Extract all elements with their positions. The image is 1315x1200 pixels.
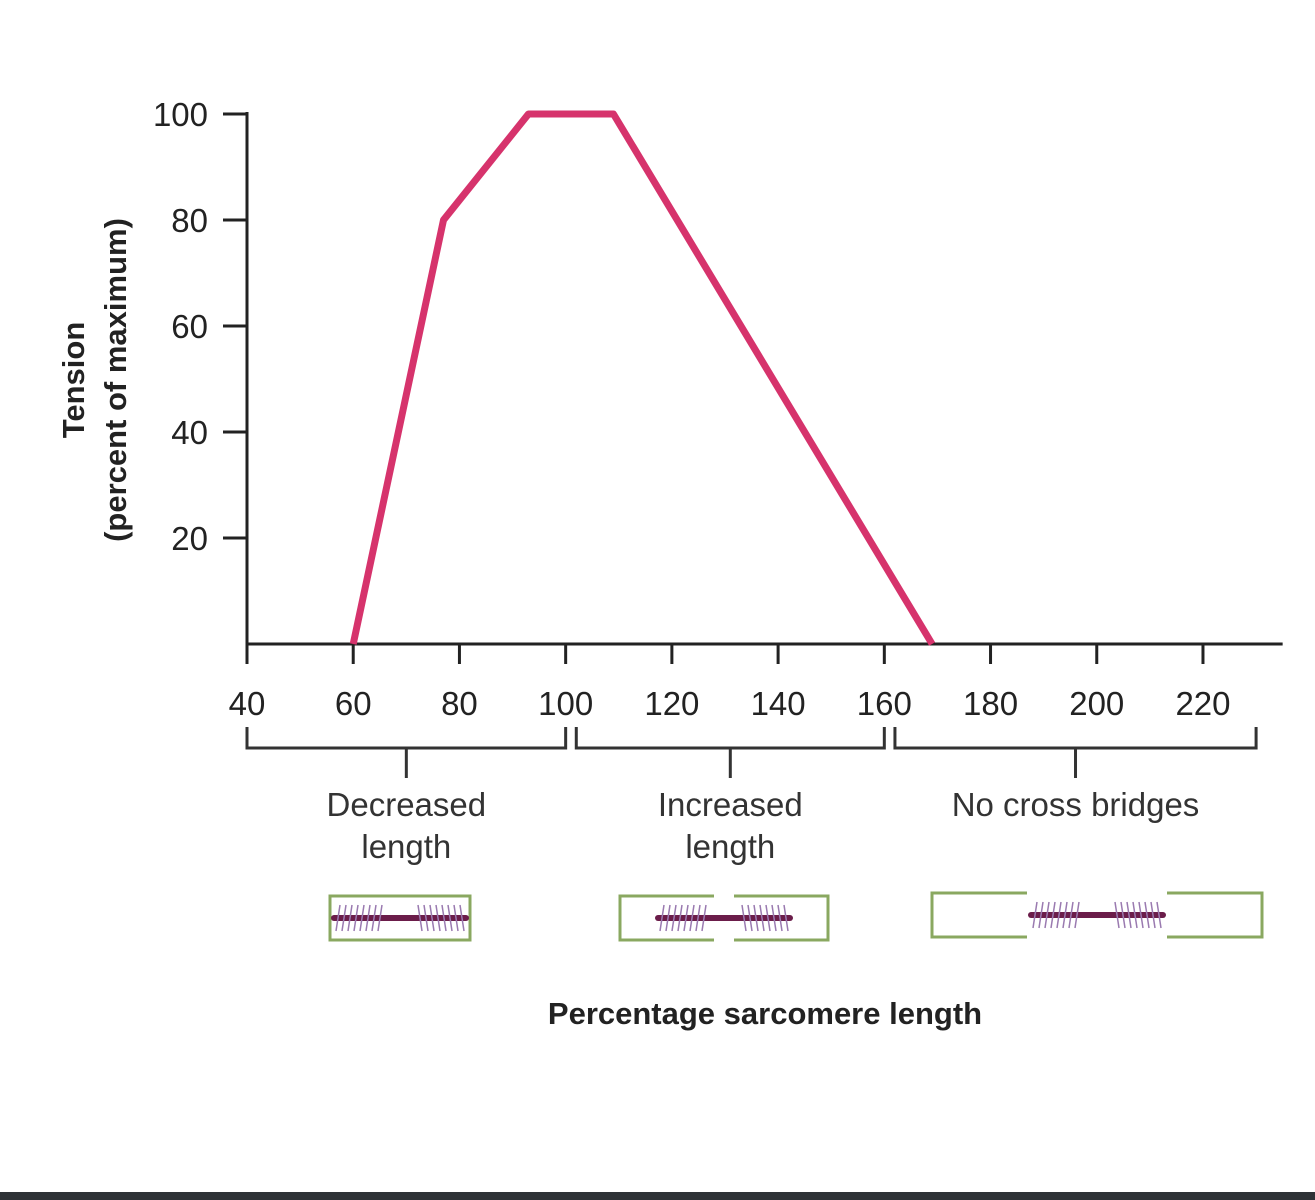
region-label: Increased [658, 786, 803, 823]
cross-bridge-head [1038, 901, 1044, 929]
y-tick-label: 40 [171, 414, 208, 451]
y-tick-label: 100 [153, 96, 208, 133]
cross-bridge-head [371, 904, 377, 932]
cross-bridge-head [377, 904, 383, 932]
region-bracket [893, 727, 1258, 778]
actin-filament-right [1167, 891, 1264, 939]
cross-bridge-head [365, 904, 371, 932]
x-tick-label: 40 [229, 685, 266, 722]
region-label: No cross bridges [952, 786, 1200, 823]
x-tick-label: 180 [963, 685, 1018, 722]
cross-bridge-head [771, 904, 777, 932]
cross-bridge-head [747, 904, 753, 932]
cross-bridge-head [1150, 901, 1156, 929]
cross-bridge-head [435, 904, 441, 932]
y-axis-ticks: 20 40 60 80 100 [153, 96, 247, 557]
x-tick-label: 60 [335, 685, 372, 722]
y-axis-sublabel: (percent of maximum) [98, 218, 133, 542]
cross-bridge-head [777, 904, 783, 932]
cross-bridge-head [765, 904, 771, 932]
regions: Decreased length Increased length No cross b… [245, 727, 1258, 865]
cross-bridge-head [1056, 901, 1062, 929]
cross-bridge-head [1050, 901, 1056, 929]
cross-bridge-head [459, 904, 465, 932]
axes [245, 112, 1283, 646]
cross-bridge-head [447, 904, 453, 932]
region-bracket [245, 727, 568, 778]
actin-filament-right [375, 894, 472, 942]
cross-bridge-head [347, 904, 353, 932]
cross-bridge-head [1138, 901, 1144, 929]
cross-bridge-head [341, 904, 347, 932]
y-tick-label: 60 [171, 308, 208, 345]
cross-bridge-head [429, 904, 435, 932]
region-label: Decreased [327, 786, 487, 823]
cross-bridge-head [1120, 901, 1126, 929]
tension-line [349, 110, 936, 646]
x-axis-label: Percentage sarcomere length [548, 996, 982, 1031]
cross-bridge-head [1114, 901, 1120, 929]
y-tick-label: 80 [171, 202, 208, 239]
cross-bridge-head [417, 904, 423, 932]
cross-bridge-head [1074, 901, 1080, 929]
cross-bridge-head [1144, 901, 1150, 929]
x-tick-label: 160 [857, 685, 912, 722]
cross-bridge-head [441, 904, 447, 932]
x-tick-label: 120 [644, 685, 699, 722]
cross-bridge-head [335, 904, 341, 932]
x-axis-ticks: 40 60 80 100 120 140 160 180 200 220 [229, 644, 1231, 722]
cross-bridge-head [1156, 901, 1162, 929]
series [349, 110, 936, 646]
cross-bridge-head [1044, 901, 1050, 929]
y-axis-label: Tension [56, 322, 91, 439]
cross-bridge-head [741, 904, 747, 932]
cross-bridge-head [753, 904, 759, 932]
cross-bridge-head [1126, 901, 1132, 929]
cross-bridge-head [671, 904, 677, 932]
sarcomere-diagrams [328, 891, 1264, 942]
cross-bridge-head [677, 904, 683, 932]
actin-filament-left [930, 891, 1027, 939]
cross-bridge-head [759, 904, 765, 932]
cross-bridge-head [683, 904, 689, 932]
region-label-line2: length [685, 828, 775, 865]
cross-bridge-head [665, 904, 671, 932]
actin-filament-right [734, 894, 830, 942]
cross-bridge-head [689, 904, 695, 932]
bottom-bar [0, 1192, 1315, 1200]
actin-filament-left [618, 894, 714, 942]
x-tick-label: 80 [441, 685, 478, 722]
cross-bridge-head [1068, 901, 1074, 929]
region-bracket [574, 727, 886, 778]
cross-bridge-head [359, 904, 365, 932]
cross-bridge-head [353, 904, 359, 932]
x-tick-label: 220 [1175, 685, 1230, 722]
x-tick-label: 140 [751, 685, 806, 722]
y-tick-label: 20 [171, 520, 208, 557]
cross-bridge-head [1132, 901, 1138, 929]
cross-bridge-head [423, 904, 429, 932]
cross-bridge-head [453, 904, 459, 932]
cross-bridge-head [659, 904, 665, 932]
cross-bridge-head [783, 904, 789, 932]
cross-bridge-head [1032, 901, 1038, 929]
cross-bridge-head [701, 904, 707, 932]
x-tick-label: 200 [1069, 685, 1124, 722]
x-tick-label: 100 [538, 685, 593, 722]
cross-bridge-head [695, 904, 701, 932]
region-label-line2: length [361, 828, 451, 865]
cross-bridge-head [1062, 901, 1068, 929]
